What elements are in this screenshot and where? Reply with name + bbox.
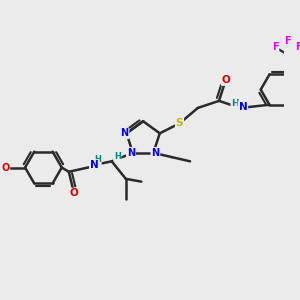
Text: N: N <box>90 160 99 170</box>
Text: O: O <box>1 163 10 172</box>
Text: H: H <box>231 99 239 108</box>
Text: O: O <box>222 75 230 85</box>
Text: N: N <box>238 101 247 112</box>
Text: F: F <box>296 42 300 52</box>
Text: N: N <box>121 128 129 138</box>
Text: F: F <box>272 42 278 52</box>
Text: H: H <box>94 155 101 164</box>
Text: S: S <box>176 118 183 128</box>
Text: N: N <box>127 148 135 158</box>
Text: H: H <box>114 152 121 161</box>
Text: N: N <box>151 148 159 158</box>
Text: F: F <box>284 36 290 46</box>
Text: O: O <box>69 188 78 199</box>
